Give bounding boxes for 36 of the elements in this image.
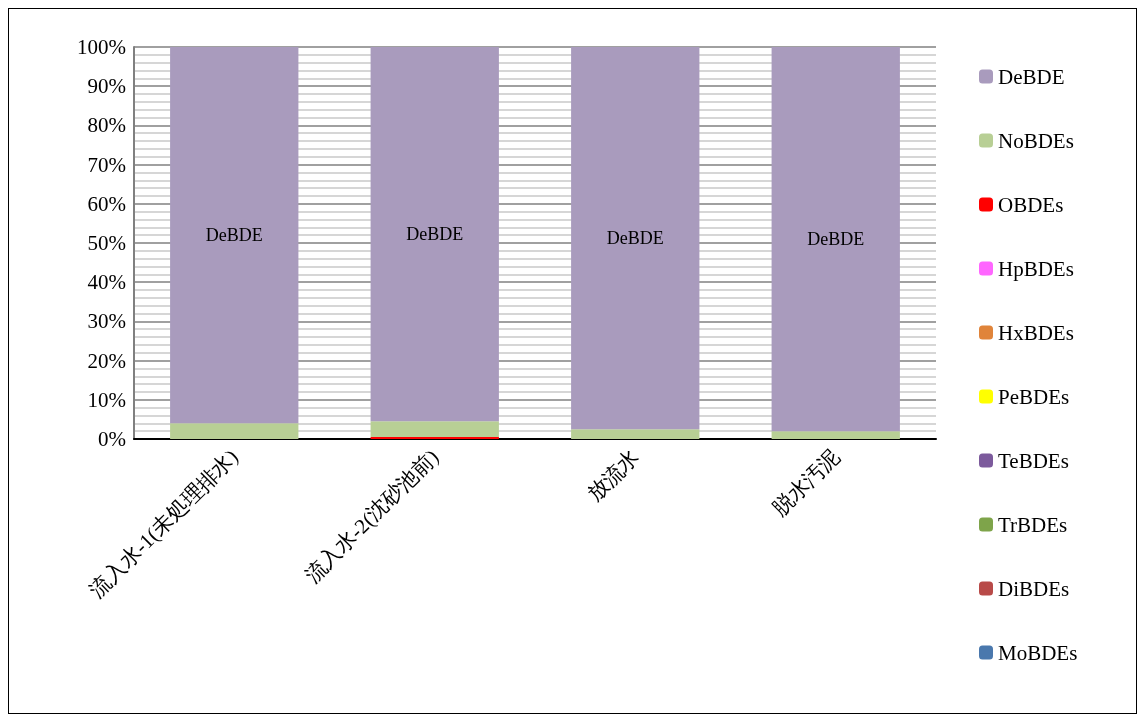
bar	[170, 47, 299, 424]
y-tick-label: 0%	[98, 427, 126, 451]
y-tick-label: 100%	[77, 35, 126, 59]
legend-label: PeBDEs	[998, 384, 1070, 409]
bar	[571, 429, 700, 439]
bar	[370, 421, 499, 438]
y-tick-label: 60%	[87, 191, 126, 216]
annotation: DeBDE	[205, 225, 263, 246]
bar	[370, 47, 499, 422]
y-tick-label: 30%	[87, 309, 126, 334]
legend-label: TrBDEs	[998, 512, 1068, 537]
annotation: DeBDE	[807, 229, 865, 250]
legend-label: NoBDEs	[998, 128, 1074, 153]
bar	[571, 47, 700, 430]
y-tick-label: 50%	[87, 231, 126, 255]
y-tick-label: 70%	[87, 152, 126, 177]
legend-label: OBDEs	[998, 192, 1064, 217]
y-tick-label: 40%	[87, 270, 126, 295]
y-tick-label: 90%	[87, 74, 126, 99]
annotation: DeBDE	[606, 228, 664, 249]
legend-label: DiBDEs	[998, 576, 1070, 601]
annotation: DeBDE	[406, 224, 464, 245]
bar	[771, 431, 900, 439]
x-tick-label: 流入水-2(沈砂池前)	[300, 444, 444, 588]
x-tick-label: 放流水	[582, 444, 644, 507]
bar	[170, 423, 299, 439]
y-tick-label: 80%	[87, 113, 126, 138]
legend-label: TeBDEs	[998, 448, 1069, 473]
legend-label: MoBDEs	[998, 640, 1078, 665]
legend-label: HpBDEs	[998, 256, 1074, 281]
y-tick-label: 10%	[87, 387, 126, 412]
bar	[771, 47, 900, 432]
legend-label: DeBDE	[998, 64, 1065, 89]
legend-label: HxBDEs	[998, 320, 1074, 345]
x-tick-label: 脱水汚泥	[767, 444, 845, 521]
y-tick-label: 20%	[87, 348, 126, 373]
